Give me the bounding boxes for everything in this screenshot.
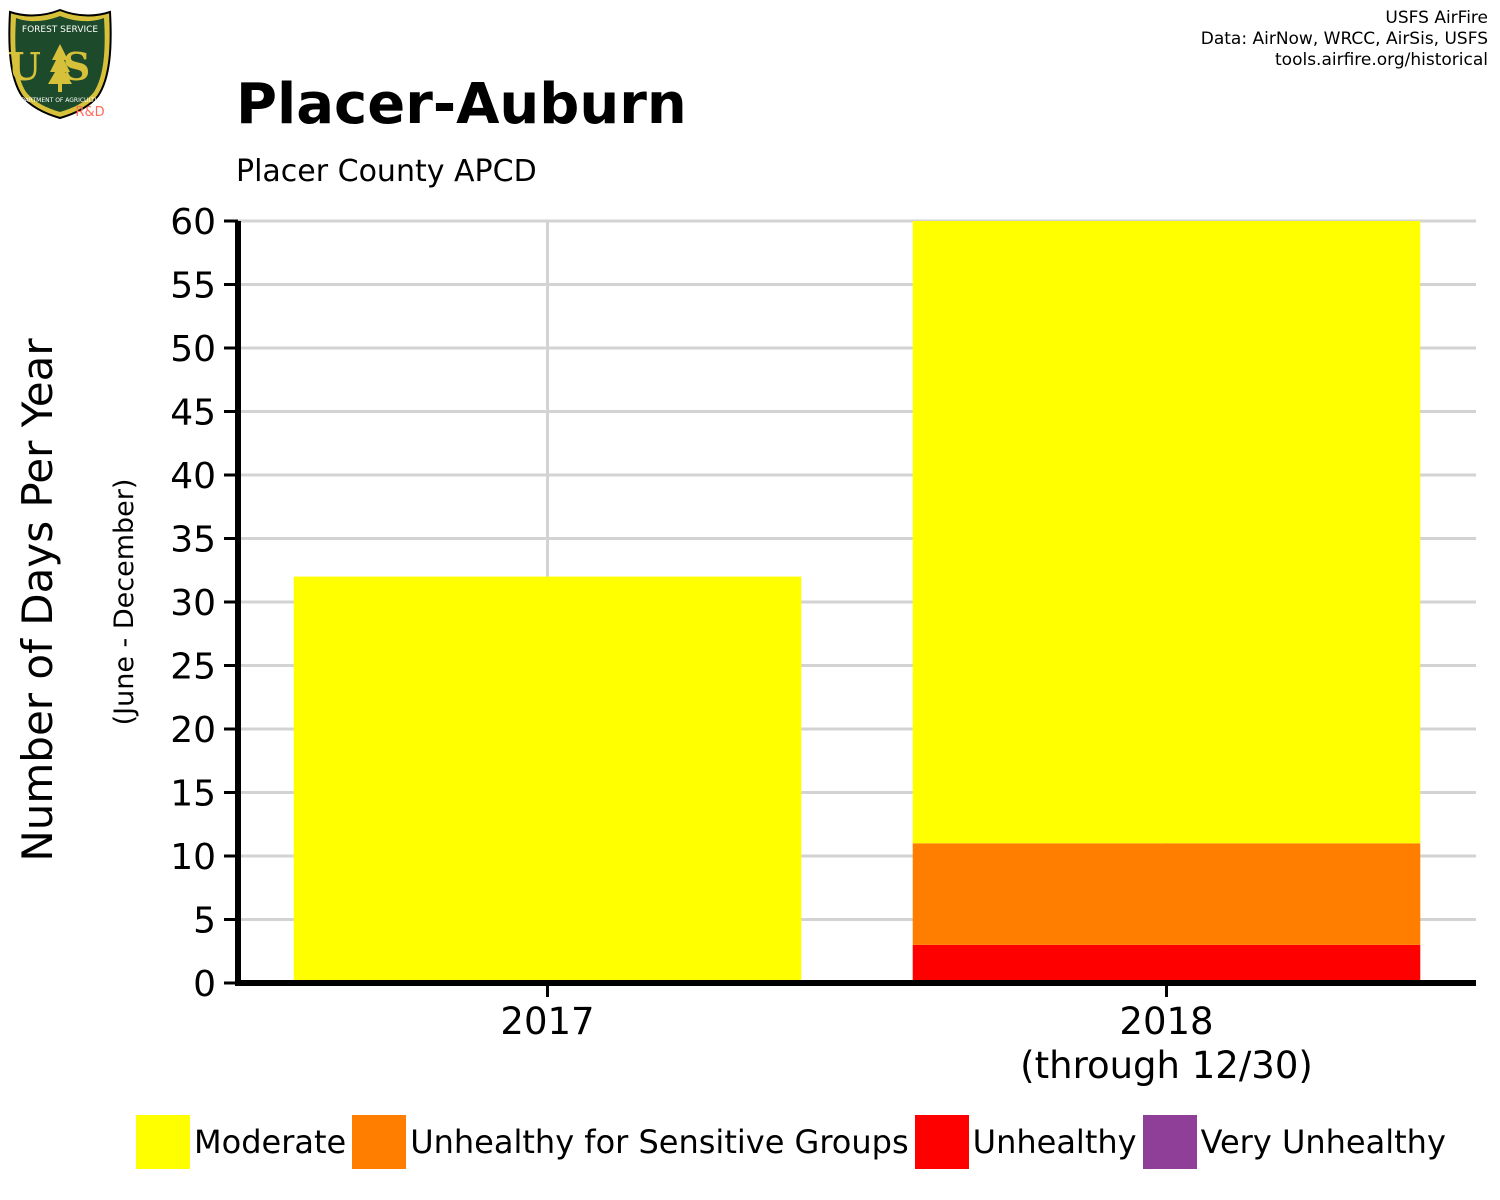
y-tick-label: 5 [193, 901, 216, 942]
y-tick-label: 35 [170, 520, 216, 561]
logo-rd-tag: R&D [75, 105, 104, 120]
legend-item: Unhealthy [914, 1115, 1137, 1169]
y-tick-label: 55 [170, 266, 216, 307]
y-tick-label: 30 [170, 583, 216, 624]
y-tick-label: 15 [170, 774, 216, 815]
bar-chart: 0 5 10 15 20 25 30 35 40 45 50 55 60 2017 2018(through… [13, 202, 1476, 1087]
x-tick-label: 2017 [500, 1000, 594, 1043]
logo-letters: US [8, 44, 112, 89]
chart-subtitle: Placer County APCD [236, 154, 537, 189]
bar-segment [912, 221, 1421, 844]
bar-segment [912, 944, 1421, 983]
y-tick-label: 45 [170, 393, 216, 434]
x-tick-sublabel: (through 12/30) [1020, 1044, 1313, 1087]
legend-item: Very Unhealthy [1142, 1115, 1446, 1169]
usfs-logo: FOREST SERVICE US DEPARTMENT OF AGRICULT… [8, 8, 112, 120]
legend-label: Moderate [194, 1123, 347, 1161]
legend-label: Unhealthy for Sensitive Groups [410, 1123, 909, 1161]
legend-item: Moderate [136, 1115, 346, 1169]
logo-bottom-text: DEPARTMENT OF AGRICULTURE [13, 97, 107, 104]
x-tick-label: 2018 [1119, 1000, 1213, 1043]
y-tick-label: 50 [170, 329, 216, 370]
credits: USFS AirFire Data: AirNow, WRCC, AirSis,… [1201, 8, 1488, 71]
axes: 0 5 10 15 20 25 30 35 40 45 50 55 60 2017 2018(through… [170, 202, 1476, 1087]
legend-swatch [352, 1115, 407, 1169]
y-tick-label: 60 [170, 202, 216, 243]
y-axis-sublabel: (June - December) [109, 479, 140, 726]
bar-segment [293, 576, 802, 983]
y-tick-label: 20 [170, 710, 216, 751]
y-tick-label: 0 [193, 964, 216, 1005]
y-tick-label: 10 [170, 837, 216, 878]
legend-swatch [914, 1115, 969, 1169]
credit-url: tools.airfire.org/historical [1275, 50, 1488, 70]
credit-source: USFS AirFire [1385, 8, 1488, 28]
chart-title: Placer-Auburn [236, 72, 687, 137]
legend-swatch [1142, 1115, 1197, 1169]
y-tick-label: 25 [170, 647, 216, 688]
legend-item: Unhealthy for Sensitive Groups [352, 1115, 909, 1169]
legend-label: Unhealthy [972, 1123, 1137, 1161]
bars [293, 221, 1421, 983]
legend-swatch [136, 1115, 190, 1169]
legend: Moderate Unhealthy for Sensitive Groups Un… [136, 1114, 1486, 1170]
y-axis-label: Number of Days Per Year [13, 338, 62, 862]
y-tick-label: 40 [170, 456, 216, 497]
bar-segment [912, 843, 1421, 945]
logo-top-text: FOREST SERVICE [22, 25, 99, 35]
legend-label: Very Unhealthy [1200, 1123, 1446, 1161]
credit-data: Data: AirNow, WRCC, AirSis, USFS [1200, 29, 1488, 49]
